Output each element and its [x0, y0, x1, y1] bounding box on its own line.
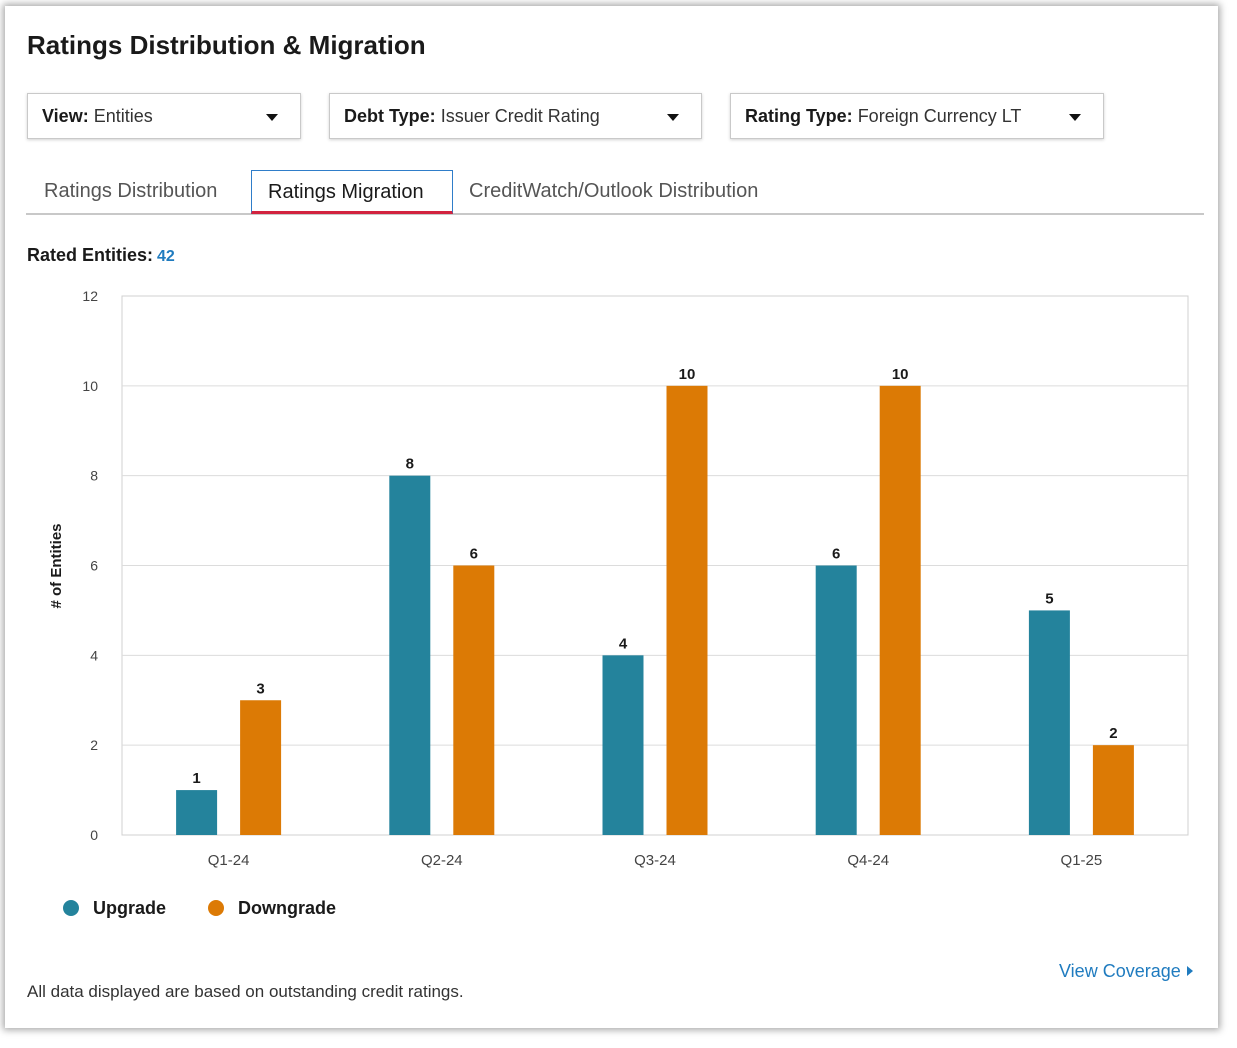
x-tick-label: Q3-24: [634, 852, 676, 869]
legend-label-downgrade: Downgrade: [238, 898, 337, 918]
rated-entities-count[interactable]: 42: [157, 248, 175, 265]
bar-downgrade-q2-24[interactable]: [453, 565, 495, 836]
bar-downgrade-q4-24[interactable]: [879, 385, 921, 835]
y-tick-label: 12: [82, 288, 98, 304]
y-tick-label: 2: [90, 737, 98, 753]
y-tick-label: 4: [90, 647, 98, 663]
data-label: 8: [406, 456, 414, 473]
page-title: Ratings Distribution & Migration: [27, 30, 426, 60]
tab-creditwatch-outlook-distribution[interactable]: CreditWatch/Outlook Distribution: [469, 180, 759, 202]
rating-type-dropdown-label: Rating Type:: [745, 106, 853, 126]
migration-bar-chart: 0 2 4 6 8 10 12 1 3 Q1-24 8 6 Q2-24 4 10 Q3-24 6 10 Q4-24 5…: [48, 288, 1189, 869]
data-label: 3: [256, 680, 264, 697]
bar-upgrade-q3-24[interactable]: [602, 655, 644, 835]
bar-downgrade-q1-25[interactable]: [1092, 745, 1134, 835]
y-tick-label: 10: [82, 378, 98, 394]
chevron-right-icon: [1186, 966, 1193, 976]
y-axis-title: # of Entities: [48, 523, 65, 608]
data-label: 6: [470, 546, 478, 563]
view-dropdown-value: Entities: [93, 106, 153, 126]
chevron-down-icon: [1069, 114, 1081, 121]
footnote: All data displayed are based on outstand…: [27, 982, 464, 1001]
legend-item-downgrade[interactable]: Downgrade: [208, 898, 336, 919]
ratings-card: [5, 6, 1218, 1028]
y-tick-label: 8: [90, 468, 98, 484]
rating-type-dropdown-value: Foreign Currency LT: [857, 106, 1022, 126]
data-label: 10: [892, 366, 909, 383]
data-label: 6: [832, 546, 840, 563]
bar-upgrade-q2-24[interactable]: [389, 475, 431, 835]
debt-type-dropdown-value: Issuer Credit Rating: [440, 106, 600, 126]
bar-upgrade-q4-24[interactable]: [815, 565, 857, 836]
rating-type-dropdown[interactable]: Rating Type: Foreign Currency LT: [730, 93, 1104, 139]
rated-entities: Rated Entities: 42: [27, 245, 175, 266]
tabs-divider: [26, 213, 1204, 215]
legend-swatch-upgrade: [63, 900, 79, 916]
view-coverage-label: View Coverage: [1059, 961, 1181, 981]
data-label: 2: [1109, 725, 1117, 742]
data-label: 10: [679, 366, 696, 383]
y-tick-label: 0: [90, 827, 98, 843]
legend-item-upgrade[interactable]: Upgrade: [63, 898, 166, 919]
x-tick-label: Q2-24: [421, 852, 463, 869]
view-coverage-link[interactable]: View Coverage: [1059, 961, 1193, 982]
debt-type-dropdown[interactable]: Debt Type: Issuer Credit Rating: [329, 93, 702, 139]
data-label: 1: [192, 770, 200, 787]
x-tick-label: Q4-24: [847, 852, 889, 869]
data-label: 4: [619, 635, 628, 652]
bar-downgrade-q1-24[interactable]: [240, 700, 282, 835]
data-label: 5: [1045, 590, 1053, 607]
tab-ratings-migration[interactable]: Ratings Migration: [251, 170, 453, 214]
x-tick-label: Q1-24: [208, 852, 250, 869]
y-tick-label: 6: [90, 558, 98, 574]
legend-swatch-downgrade: [208, 900, 224, 916]
bar-downgrade-q3-24[interactable]: [666, 385, 708, 835]
bar-upgrade-q1-25[interactable]: [1028, 610, 1070, 835]
rated-entities-label: Rated Entities:: [27, 245, 154, 265]
view-dropdown-label: View:: [42, 106, 89, 126]
chevron-down-icon: [266, 114, 278, 121]
bar-upgrade-q1-24[interactable]: [176, 790, 218, 835]
view-dropdown[interactable]: View: Entities: [27, 93, 301, 139]
x-tick-label: Q1-25: [1061, 852, 1103, 869]
tab-ratings-distribution[interactable]: Ratings Distribution: [44, 180, 218, 202]
legend-label-upgrade: Upgrade: [93, 898, 167, 918]
debt-type-dropdown-label: Debt Type:: [344, 106, 436, 126]
chevron-down-icon: [667, 114, 679, 121]
